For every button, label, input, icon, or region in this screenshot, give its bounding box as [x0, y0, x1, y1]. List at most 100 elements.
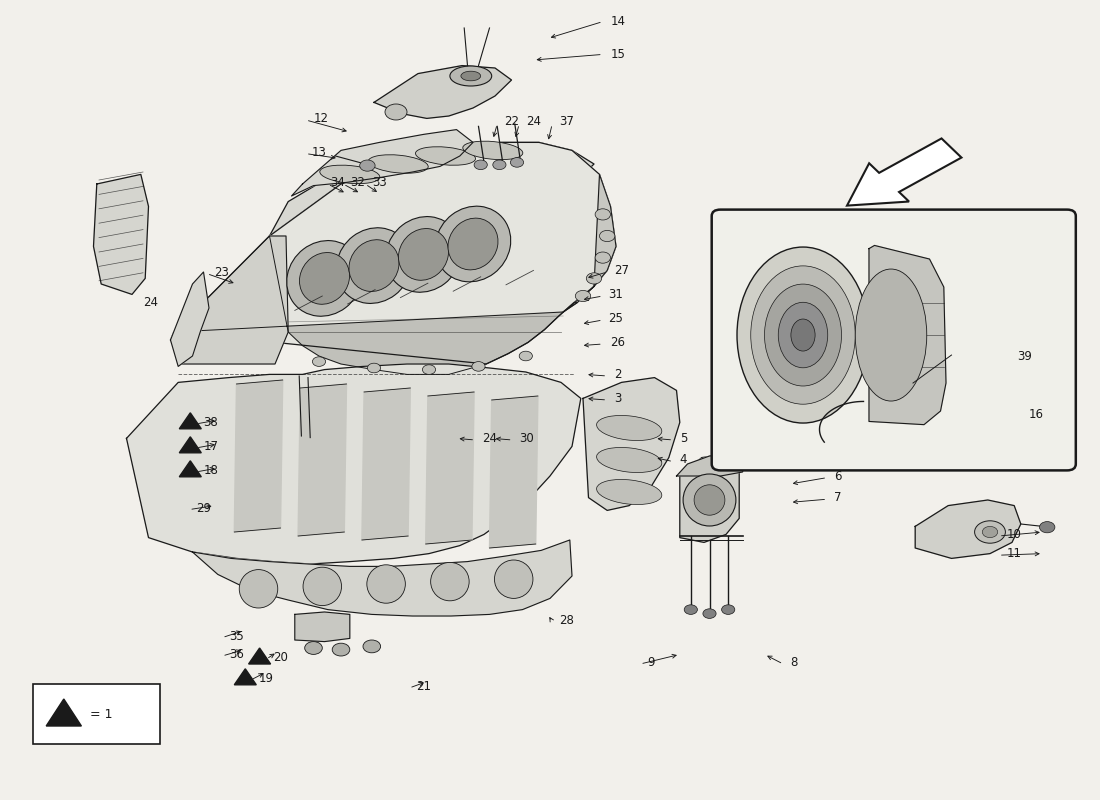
- Ellipse shape: [337, 228, 411, 303]
- Ellipse shape: [750, 266, 856, 404]
- Ellipse shape: [320, 165, 379, 184]
- Ellipse shape: [450, 66, 492, 86]
- Polygon shape: [179, 413, 201, 429]
- Polygon shape: [490, 396, 538, 548]
- Text: 7: 7: [834, 491, 842, 504]
- Text: 18: 18: [204, 464, 219, 477]
- Polygon shape: [174, 142, 616, 364]
- Text: = 1: = 1: [90, 707, 112, 721]
- Text: 34: 34: [330, 176, 345, 189]
- Ellipse shape: [461, 71, 481, 81]
- Circle shape: [684, 605, 697, 614]
- Text: 24: 24: [143, 296, 158, 309]
- Ellipse shape: [791, 319, 815, 351]
- Ellipse shape: [737, 247, 869, 423]
- Text: 19: 19: [258, 672, 274, 685]
- Circle shape: [367, 363, 381, 373]
- Text: 2: 2: [614, 368, 622, 381]
- Ellipse shape: [448, 218, 498, 270]
- Polygon shape: [583, 378, 680, 510]
- Polygon shape: [192, 540, 572, 616]
- Text: 13: 13: [311, 146, 327, 158]
- FancyArrow shape: [847, 138, 961, 206]
- Circle shape: [422, 365, 436, 374]
- Polygon shape: [170, 272, 209, 366]
- Polygon shape: [234, 380, 283, 532]
- Polygon shape: [292, 130, 473, 196]
- Text: 20: 20: [273, 651, 288, 664]
- Circle shape: [385, 104, 407, 120]
- Ellipse shape: [596, 447, 662, 473]
- Text: 12: 12: [314, 112, 329, 125]
- Circle shape: [332, 643, 350, 656]
- Circle shape: [472, 362, 485, 371]
- Text: 31: 31: [608, 288, 624, 301]
- Polygon shape: [179, 437, 201, 453]
- Polygon shape: [676, 454, 746, 476]
- Text: 4: 4: [680, 454, 688, 466]
- Ellipse shape: [304, 567, 342, 606]
- Circle shape: [1040, 522, 1055, 533]
- Text: 21: 21: [416, 680, 431, 693]
- Circle shape: [722, 605, 735, 614]
- Ellipse shape: [495, 560, 534, 598]
- Polygon shape: [94, 174, 148, 294]
- Circle shape: [519, 351, 532, 361]
- Ellipse shape: [431, 562, 470, 601]
- Text: 26: 26: [610, 336, 626, 349]
- Polygon shape: [680, 454, 739, 542]
- Ellipse shape: [287, 241, 362, 316]
- Text: 23: 23: [214, 266, 230, 278]
- Text: 22: 22: [504, 115, 519, 128]
- Polygon shape: [298, 384, 346, 536]
- Ellipse shape: [398, 229, 449, 280]
- Circle shape: [586, 273, 602, 284]
- Circle shape: [575, 290, 591, 302]
- Ellipse shape: [694, 485, 725, 515]
- Polygon shape: [234, 669, 256, 685]
- Circle shape: [305, 642, 322, 654]
- Circle shape: [312, 357, 326, 366]
- Circle shape: [360, 160, 375, 171]
- Ellipse shape: [683, 474, 736, 526]
- Ellipse shape: [349, 240, 399, 291]
- Text: 24: 24: [482, 432, 497, 445]
- Polygon shape: [563, 174, 616, 312]
- Ellipse shape: [855, 269, 926, 401]
- Circle shape: [600, 230, 615, 242]
- Text: 32: 32: [350, 176, 365, 189]
- Ellipse shape: [596, 415, 662, 441]
- Text: 29: 29: [196, 502, 211, 514]
- Text: 37: 37: [559, 115, 574, 128]
- Circle shape: [703, 609, 716, 618]
- Text: 8: 8: [790, 656, 798, 669]
- Text: 33: 33: [372, 176, 386, 189]
- Polygon shape: [426, 392, 474, 544]
- Text: 35: 35: [229, 630, 243, 642]
- Polygon shape: [126, 364, 581, 564]
- Text: 16: 16: [1028, 408, 1044, 421]
- Bar: [33, 684, 160, 744]
- Text: 24: 24: [526, 115, 541, 128]
- Polygon shape: [46, 699, 81, 726]
- Ellipse shape: [779, 302, 827, 368]
- Polygon shape: [179, 461, 201, 477]
- Circle shape: [363, 640, 381, 653]
- Polygon shape: [374, 66, 512, 118]
- Text: 25: 25: [608, 312, 624, 325]
- Circle shape: [975, 521, 1005, 543]
- Text: 38: 38: [204, 416, 218, 429]
- Text: 11: 11: [1006, 547, 1022, 560]
- Ellipse shape: [299, 253, 350, 304]
- Circle shape: [595, 209, 610, 220]
- Circle shape: [510, 158, 524, 167]
- Text: 15: 15: [610, 48, 626, 61]
- Circle shape: [474, 160, 487, 170]
- Ellipse shape: [367, 565, 405, 603]
- Text: 10: 10: [1006, 528, 1022, 541]
- Polygon shape: [915, 500, 1021, 558]
- Polygon shape: [170, 236, 288, 364]
- Polygon shape: [869, 246, 946, 425]
- Ellipse shape: [240, 570, 277, 608]
- Polygon shape: [249, 648, 271, 664]
